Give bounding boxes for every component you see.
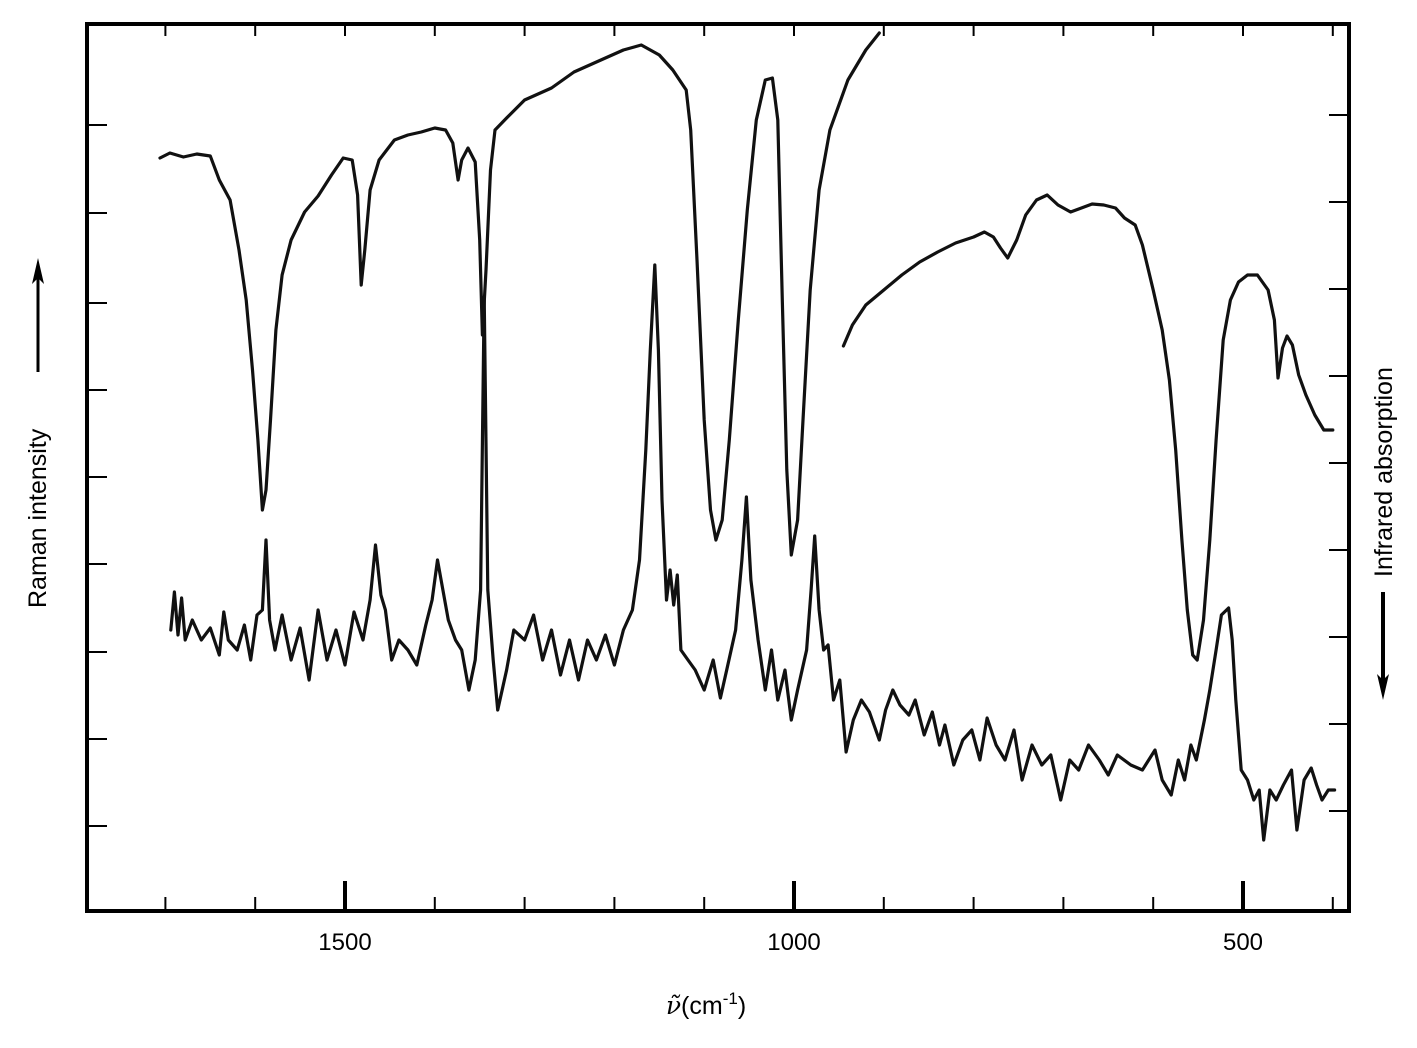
plot-frame [85,22,1351,913]
raman-intensity-label: Raman intensity [24,428,52,608]
x-axis-title: ν̃(cm-1) [666,989,746,1020]
nu-tilde-symbol: ν̃ [666,991,681,1020]
infrared-absorption-label: Infrared absorption [1370,367,1398,577]
right-axis-label: Infrared absorption [1370,367,1398,700]
infrared-spectrum-line-2 [841,193,1335,662]
x-tick-label: 1500 [318,929,371,956]
spectrum-curves [158,31,1337,842]
figure-caption-faded [240,1030,1200,1048]
x-axis-tick-labels: 1500 1000 500 [318,929,1263,956]
x-tick-label: 500 [1223,929,1263,956]
x-axis-ticks [164,24,1334,911]
x-tick-label: 1000 [767,929,820,956]
raman-spectrum-line [169,263,1337,842]
arrowhead-down-icon [1377,674,1389,700]
y-axis-ticks [87,114,1349,827]
left-axis-label: Raman intensity [24,258,52,608]
arrowhead-up-icon [32,258,44,284]
infrared-spectrum-line-1 [158,31,881,557]
